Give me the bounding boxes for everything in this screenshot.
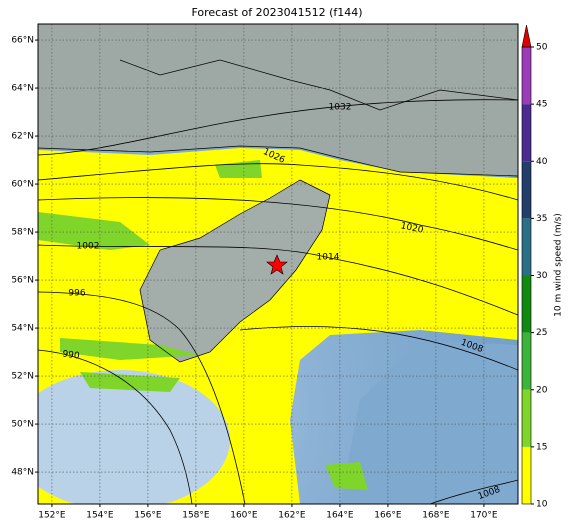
colorbar-tick-label: 35	[536, 214, 547, 224]
colorbar-tick-label: 30	[536, 271, 548, 281]
colorbar-tick-label: 20	[536, 385, 548, 395]
colorbar-tick-label: 50	[536, 43, 548, 53]
lat-tick-label: 66°N	[11, 36, 34, 46]
colorbar-band	[522, 389, 531, 447]
colorbar-tick-label: 40	[536, 157, 548, 167]
isobar	[38, 197, 518, 251]
isobar	[38, 349, 193, 504]
isobar-label: 990	[62, 349, 81, 361]
wind-patch	[80, 372, 180, 392]
lat-tick-label: 60°N	[11, 180, 34, 190]
coastline	[119, 59, 518, 111]
isobar-label: 1032	[329, 103, 352, 113]
lat-tick-label: 54°N	[11, 324, 34, 334]
lon-tick-label: 168°E	[422, 511, 450, 521]
isobar-label: 1014	[317, 253, 340, 263]
isobar	[38, 99, 518, 156]
isobar	[239, 325, 518, 371]
colorbar-label: 10 m wind speed (m/s)	[554, 213, 564, 317]
calm-area	[340, 340, 518, 504]
land	[38, 24, 518, 176]
colorbar-tick-label: 45	[536, 100, 547, 110]
lat-tick-label: 52°N	[11, 372, 34, 382]
lat-tick-label: 64°N	[11, 84, 34, 94]
grid	[38, 24, 518, 504]
lat-tick-label: 48°N	[11, 468, 34, 478]
isobar-label: 996	[68, 289, 85, 299]
isobar	[38, 291, 246, 504]
lon-tick-label: 170°E	[470, 511, 498, 521]
lat-tick-label: 50°N	[11, 420, 34, 430]
colorbar-extend	[521, 24, 532, 48]
colorbar-band	[522, 218, 531, 276]
colorbar-tick-label: 15	[536, 442, 547, 452]
map-frame	[37, 23, 519, 505]
wind-patch	[38, 212, 150, 250]
lon-tick-label: 164°E	[326, 511, 354, 521]
colorbar-band	[522, 161, 531, 219]
coastline	[139, 179, 331, 363]
isobar	[429, 479, 518, 504]
colorbar-tick-label: 25	[536, 328, 547, 338]
coastline	[38, 145, 518, 177]
lon-tick-label: 166°E	[374, 511, 402, 521]
colorbar-band	[522, 332, 531, 390]
land	[140, 180, 330, 362]
calm-area	[38, 370, 230, 504]
isobar-label: 1002	[77, 242, 100, 252]
lon-tick-label: 152°E	[38, 511, 66, 521]
lon-tick-label: 158°E	[182, 511, 210, 521]
colorbar-band	[522, 446, 531, 504]
map-layers: 1032 1026 1020 1014 1002 996 990 1008 10…	[38, 24, 518, 504]
lat-tick-label: 56°N	[11, 276, 34, 286]
colorbar-band	[522, 104, 531, 162]
lon-tick-label: 160°E	[230, 511, 258, 521]
colorbar-band	[522, 275, 531, 333]
wind-patch	[325, 462, 368, 490]
wind-patch	[60, 338, 200, 360]
colorbar-band	[522, 47, 531, 105]
colorbar-tick-label: 10	[536, 500, 548, 510]
isobar	[38, 163, 518, 201]
lon-tick-label: 156°E	[134, 511, 162, 521]
lon-tick-label: 162°E	[278, 511, 306, 521]
location-star	[266, 254, 288, 275]
lon-tick-label: 154°E	[86, 511, 114, 521]
lat-tick-label: 58°N	[11, 228, 34, 238]
isobar	[38, 244, 518, 316]
title: Forecast of 2023041512 (f144)	[191, 6, 362, 19]
lat-tick-label: 62°N	[11, 132, 34, 142]
